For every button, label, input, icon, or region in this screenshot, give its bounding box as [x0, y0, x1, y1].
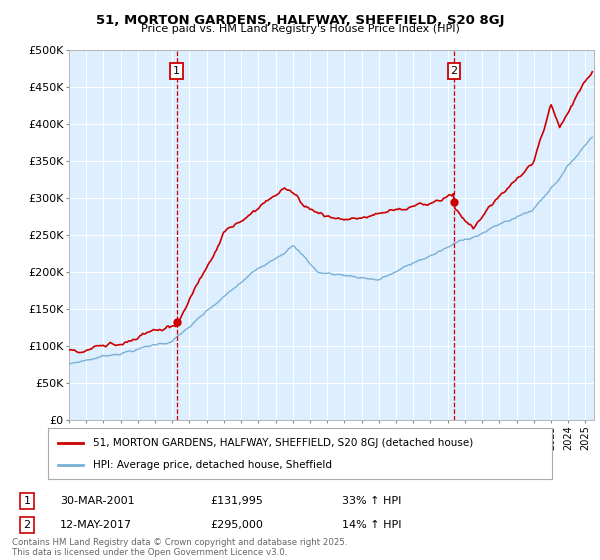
Text: 51, MORTON GARDENS, HALFWAY, SHEFFIELD, S20 8GJ: 51, MORTON GARDENS, HALFWAY, SHEFFIELD, … [96, 14, 504, 27]
Text: 51, MORTON GARDENS, HALFWAY, SHEFFIELD, S20 8GJ (detached house): 51, MORTON GARDENS, HALFWAY, SHEFFIELD, … [94, 437, 473, 447]
Text: £295,000: £295,000 [210, 520, 263, 530]
Text: 1: 1 [173, 66, 180, 76]
Text: 1: 1 [23, 496, 31, 506]
Text: 14% ↑ HPI: 14% ↑ HPI [342, 520, 401, 530]
Text: 2: 2 [23, 520, 31, 530]
Text: 2: 2 [451, 66, 458, 76]
Text: 12-MAY-2017: 12-MAY-2017 [60, 520, 132, 530]
Text: £131,995: £131,995 [210, 496, 263, 506]
Text: 30-MAR-2001: 30-MAR-2001 [60, 496, 134, 506]
Text: HPI: Average price, detached house, Sheffield: HPI: Average price, detached house, Shef… [94, 460, 332, 470]
Text: Price paid vs. HM Land Registry's House Price Index (HPI): Price paid vs. HM Land Registry's House … [140, 24, 460, 34]
Text: 33% ↑ HPI: 33% ↑ HPI [342, 496, 401, 506]
Text: Contains HM Land Registry data © Crown copyright and database right 2025.
This d: Contains HM Land Registry data © Crown c… [12, 538, 347, 557]
